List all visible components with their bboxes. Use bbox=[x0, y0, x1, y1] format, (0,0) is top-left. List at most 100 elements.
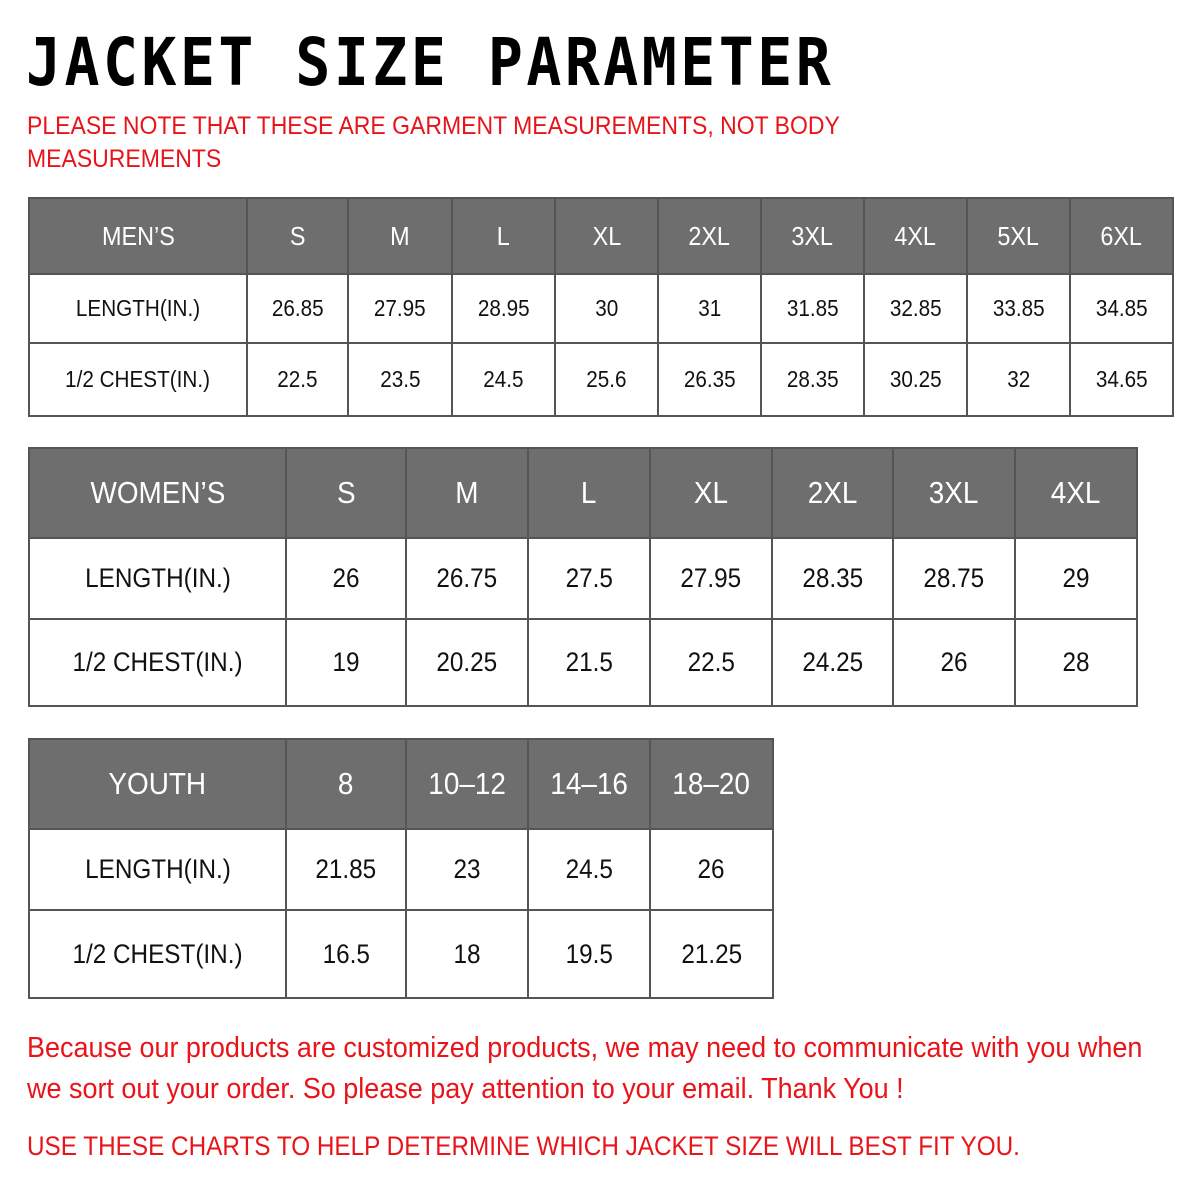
cell-text: 26 bbox=[697, 854, 726, 884]
cell-text: 27.95 bbox=[374, 295, 426, 321]
cell-text: 1/2 CHEST(IN.) bbox=[65, 366, 211, 392]
table-row: 1/2 CHEST(IN.) 16.5 18 19.5 21.25 bbox=[28, 909, 774, 999]
measurement-cell: 19.5 bbox=[527, 909, 651, 999]
header-label: WOMEN’S bbox=[90, 475, 225, 510]
measurement-cell: 28.95 bbox=[451, 273, 556, 344]
measurement-cell: 24.5 bbox=[451, 342, 556, 417]
cell-text: 28 bbox=[1062, 647, 1090, 677]
cell-text: 22.5 bbox=[277, 366, 318, 392]
header-label: 3XL bbox=[929, 475, 979, 510]
size-header: 5XL bbox=[966, 197, 1071, 275]
cell-text: 28.95 bbox=[477, 295, 530, 321]
size-header: S bbox=[246, 197, 349, 275]
measurement-cell: 33.85 bbox=[966, 273, 1071, 344]
measurement-cell: 23 bbox=[405, 828, 529, 911]
size-header: M bbox=[405, 447, 529, 539]
measurement-cell: 21.25 bbox=[649, 909, 774, 999]
measurement-cell: 24.25 bbox=[771, 618, 894, 707]
table-row: LENGTH(IN.) 21.85 23 24.5 26 bbox=[28, 828, 774, 911]
cell-text: 30 bbox=[594, 295, 619, 321]
cell-text: 26 bbox=[940, 647, 968, 677]
measurement-cell: 30 bbox=[554, 273, 659, 344]
cell-text: 21.5 bbox=[565, 647, 613, 677]
header-label: L bbox=[496, 220, 511, 251]
cell-text: 19.5 bbox=[565, 938, 613, 969]
header-label: S bbox=[336, 475, 356, 510]
measurement-cell: 21.5 bbox=[527, 618, 651, 707]
table-row: 1/2 CHEST(IN.) 19 20.25 21.5 22.5 24.25 26 28 bbox=[28, 618, 1138, 707]
cell-text: 27.5 bbox=[565, 563, 613, 593]
header-label: 3XL bbox=[791, 220, 834, 251]
measurement-cell: 27.5 bbox=[527, 537, 651, 620]
size-header: L bbox=[527, 447, 651, 539]
cell-text: 32.85 bbox=[889, 295, 942, 321]
cell-text: 16.5 bbox=[322, 938, 370, 969]
cell-text: 25.6 bbox=[586, 366, 627, 392]
size-header: 10–12 bbox=[405, 738, 529, 830]
size-header: L bbox=[451, 197, 556, 275]
measurement-cell: 30.25 bbox=[863, 342, 968, 417]
header-label: 10–12 bbox=[428, 766, 506, 801]
cell-text: 33.85 bbox=[992, 295, 1045, 321]
table-row: LENGTH(IN.) 26 26.75 27.5 27.95 28.35 28.75 29 bbox=[28, 537, 1138, 620]
cell-text: 26 bbox=[332, 563, 360, 593]
cell-text: 23.5 bbox=[379, 366, 421, 392]
measurement-cell: 22.5 bbox=[246, 342, 349, 417]
size-header: 14–16 bbox=[527, 738, 651, 830]
cell-text: 31 bbox=[697, 295, 722, 321]
cell-text: 20.25 bbox=[436, 647, 498, 677]
category-header: WOMEN’S bbox=[28, 447, 287, 539]
measurement-cell: 32 bbox=[966, 342, 1071, 417]
cell-text: 24.5 bbox=[565, 854, 613, 884]
measurement-cell: 28.35 bbox=[771, 537, 894, 620]
measurement-cell: 21.85 bbox=[285, 828, 407, 911]
cell-text: 21.25 bbox=[681, 938, 742, 969]
measurement-cell: 26 bbox=[892, 618, 1016, 707]
measurement-cell: 34.85 bbox=[1069, 273, 1174, 344]
cell-text: 28.75 bbox=[923, 563, 985, 593]
header-label: 6XL bbox=[1100, 220, 1143, 251]
cell-text: LENGTH(IN.) bbox=[75, 295, 201, 321]
header-label: 8 bbox=[338, 766, 354, 801]
measurement-cell: 28.75 bbox=[892, 537, 1016, 620]
header-row: YOUTH 8 10–12 14–16 18–20 bbox=[28, 738, 774, 830]
measurement-cell: 31 bbox=[657, 273, 762, 344]
measurement-cell: 31.85 bbox=[760, 273, 865, 344]
size-header: 4XL bbox=[1014, 447, 1138, 539]
header-label: YOUTH bbox=[108, 766, 207, 801]
size-header: 2XL bbox=[771, 447, 894, 539]
size-header: XL bbox=[554, 197, 659, 275]
cell-text: 32 bbox=[1006, 366, 1031, 392]
size-header: 8 bbox=[285, 738, 407, 830]
measurement-cell: 26.75 bbox=[405, 537, 529, 620]
measurement-cell: 34.65 bbox=[1069, 342, 1174, 417]
cell-text: 1/2 CHEST(IN.) bbox=[72, 938, 243, 969]
header-label: 18–20 bbox=[672, 766, 751, 801]
size-header: M bbox=[347, 197, 453, 275]
measurement-cell: 24.5 bbox=[527, 828, 651, 911]
size-header: XL bbox=[649, 447, 773, 539]
men-size-table: MEN’S S M L XL 2XL 3XL 4XL 5XL 6XL LENGTH(IN.) 26.8… bbox=[28, 197, 1174, 417]
header-label: XL bbox=[693, 475, 729, 510]
row-label: LENGTH(IN.) bbox=[28, 537, 287, 620]
measurement-cell: 28.35 bbox=[760, 342, 865, 417]
measurement-cell: 26.85 bbox=[246, 273, 349, 344]
header-label: 5XL bbox=[997, 220, 1040, 251]
cell-text: 28.35 bbox=[786, 366, 839, 392]
measurement-cell: 26 bbox=[649, 828, 774, 911]
measurement-cell: 26.35 bbox=[657, 342, 762, 417]
measurement-cell: 22.5 bbox=[649, 618, 773, 707]
category-header: YOUTH bbox=[28, 738, 287, 830]
cell-text: 22.5 bbox=[687, 647, 735, 677]
cell-text: 1/2 CHEST(IN.) bbox=[72, 647, 243, 677]
cell-text: 26.35 bbox=[683, 366, 736, 392]
cell-text: 19 bbox=[332, 647, 360, 677]
measurement-cell: 20.25 bbox=[405, 618, 529, 707]
cell-text: 27.95 bbox=[680, 563, 742, 593]
cell-text: LENGTH(IN.) bbox=[84, 854, 231, 884]
youth-size-table: YOUTH 8 10–12 14–16 18–20 LENGTH(IN.) 21.85 23 2… bbox=[28, 738, 774, 999]
measurement-note: PLEASE NOTE THAT THESE ARE GARMENT MEASU… bbox=[27, 112, 840, 173]
cell-text: 28.35 bbox=[802, 563, 863, 593]
cell-text: 26.75 bbox=[436, 563, 498, 593]
cell-text: 34.85 bbox=[1095, 295, 1148, 321]
